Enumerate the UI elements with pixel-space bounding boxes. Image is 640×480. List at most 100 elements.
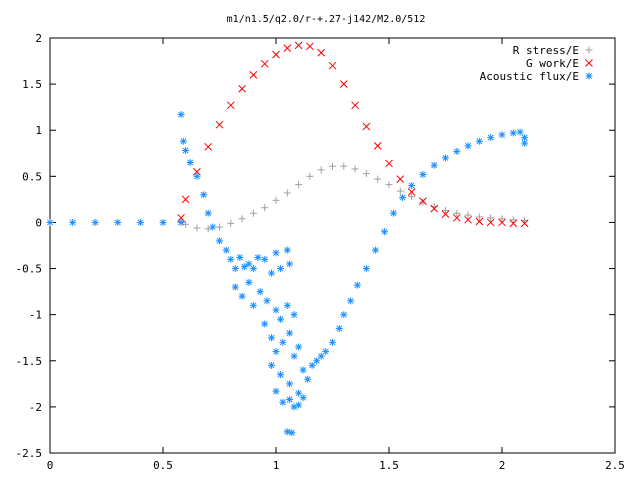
data-point [277, 265, 285, 273]
data-point [509, 216, 517, 224]
data-point [408, 193, 416, 201]
data-point [227, 255, 235, 263]
data-point [238, 215, 246, 223]
data-point [179, 137, 187, 145]
data-point [516, 128, 524, 136]
data-point [498, 218, 506, 227]
y-tick-label: -2 [29, 401, 42, 414]
chart-title: m1/n1.5/q2.0/r-+.27-j142/M2.0/512 [227, 14, 426, 25]
data-point [215, 120, 224, 129]
data-point [390, 209, 398, 217]
x-tick-label: 1.5 [379, 459, 399, 472]
legend-marker [585, 72, 593, 80]
data-point [380, 228, 388, 236]
y-tick-label: 0.5 [22, 170, 42, 183]
plot-axes: 0 0.5 1 1.5 2 2.5 2 1.5 1 0.5 0 -0.5 -1 -1.5 -2 -2.5 [16, 32, 625, 472]
data-point [186, 159, 194, 166]
data-point [347, 297, 355, 305]
data-point [442, 154, 449, 162]
data-point [486, 218, 495, 227]
data-point [238, 84, 246, 93]
data-point [430, 204, 439, 213]
data-point [249, 71, 258, 79]
data-point [351, 165, 359, 173]
data-point [453, 147, 461, 155]
data-point [279, 338, 287, 346]
data-point [267, 334, 275, 342]
data-point [328, 61, 337, 70]
data-point [177, 111, 185, 119]
data-point [91, 218, 99, 226]
data-point [204, 209, 212, 217]
data-point [272, 387, 280, 395]
legend-marker [585, 59, 593, 67]
data-point [487, 214, 495, 222]
data-point [452, 213, 461, 222]
data-point [267, 269, 275, 277]
data-point [299, 366, 307, 374]
data-point [182, 147, 190, 155]
data-point [114, 218, 122, 226]
data-point [226, 101, 235, 110]
data-point [408, 182, 416, 190]
data-point [299, 394, 307, 402]
data-point [464, 142, 472, 150]
data-point [231, 283, 239, 291]
data-point [353, 281, 361, 289]
data-point [200, 191, 208, 199]
data-point [329, 338, 336, 346]
data-point [520, 219, 529, 228]
data-point [238, 292, 246, 300]
data-point [263, 297, 271, 305]
data-point [272, 196, 280, 204]
data-point [475, 217, 484, 226]
data-point [136, 218, 144, 226]
data-point [249, 301, 257, 309]
data-point [374, 175, 382, 183]
data-point [159, 218, 167, 226]
data-point [260, 59, 269, 68]
data-point [475, 213, 483, 221]
data-point [267, 361, 275, 369]
legend-label: G work/E [526, 57, 579, 70]
data-point [254, 253, 262, 261]
data-point [295, 401, 303, 409]
data-point [304, 375, 312, 383]
data-point [340, 162, 348, 170]
data-point [249, 209, 257, 217]
data-point [193, 172, 201, 180]
data-point [419, 198, 427, 206]
data-point [464, 211, 472, 219]
data-point [209, 223, 217, 231]
data-point [521, 134, 529, 142]
data-point [261, 255, 269, 263]
plot-marks [46, 41, 529, 437]
data-point [442, 206, 449, 214]
series-r-stress-e [177, 162, 529, 233]
data-point [283, 301, 291, 309]
data-point [371, 246, 379, 254]
y-tick-label: -0.5 [16, 263, 43, 276]
data-point [317, 48, 326, 57]
data-point [339, 80, 348, 88]
data-point [272, 306, 280, 314]
data-point [279, 398, 287, 406]
series-g-work-e [177, 41, 529, 228]
data-point [317, 352, 325, 360]
data-point [245, 260, 253, 268]
x-tick-label: 1 [273, 459, 280, 472]
y-tick-label: -1.5 [16, 355, 43, 368]
data-point [317, 166, 325, 174]
data-point [430, 161, 438, 169]
data-point [295, 181, 303, 189]
data-point [419, 170, 427, 178]
data-point [295, 343, 303, 351]
series-acoustic-flux-e [46, 111, 529, 437]
data-point [69, 218, 77, 226]
y-tick-label: -2.5 [16, 447, 43, 460]
x-tick-label: 0.5 [153, 459, 173, 472]
data-point [396, 187, 404, 195]
y-tick-label: -1 [29, 309, 42, 322]
data-point [283, 428, 291, 436]
